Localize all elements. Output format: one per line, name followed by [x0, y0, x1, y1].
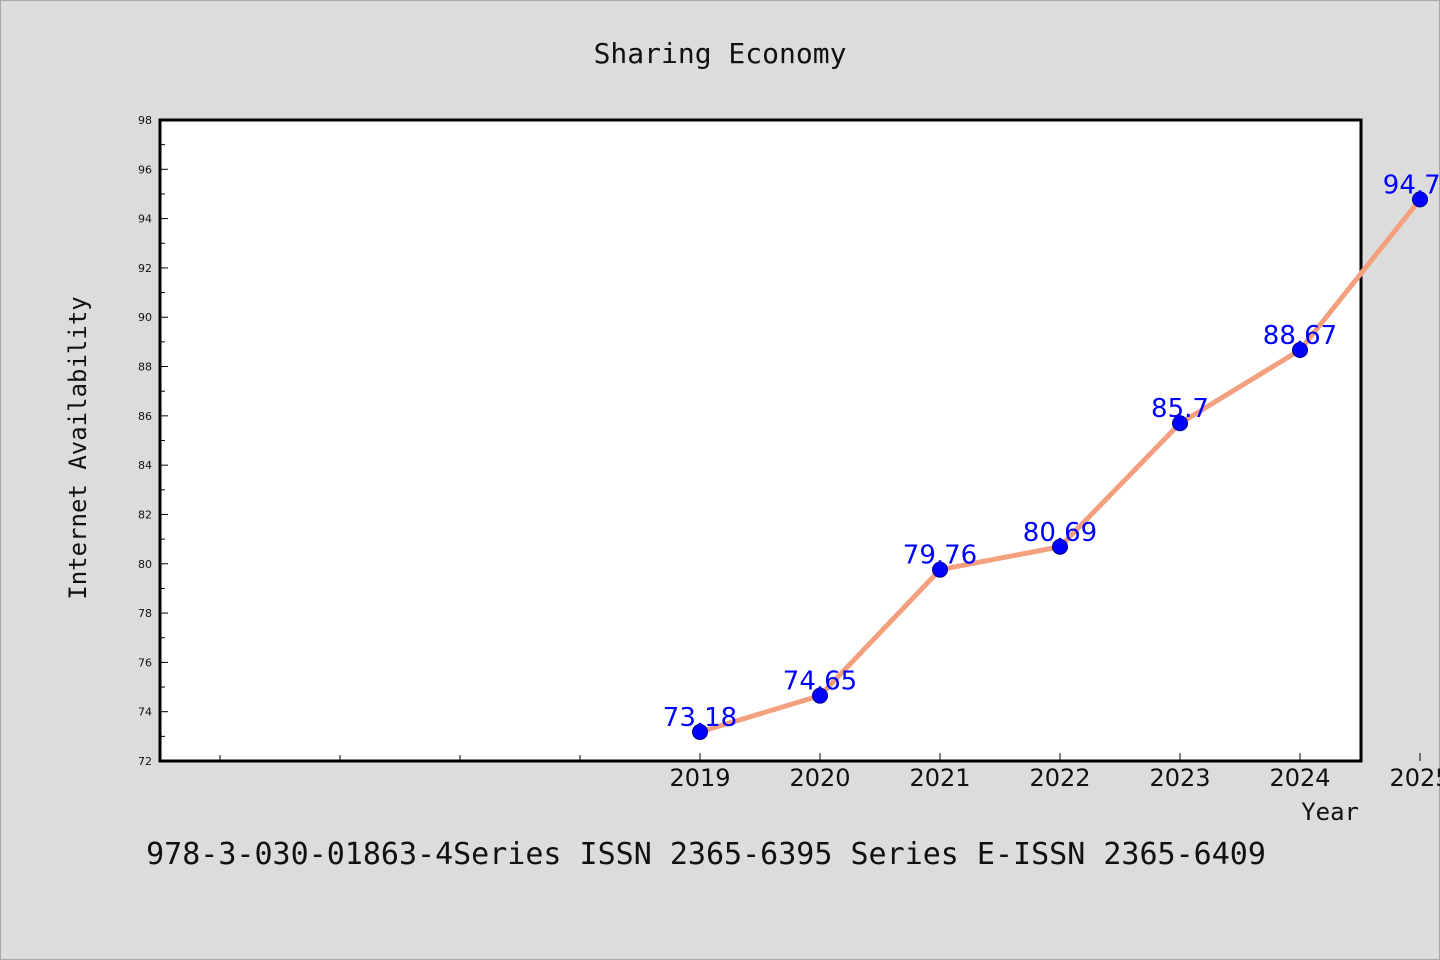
x-tick-label: 2022	[1029, 764, 1090, 792]
y-axis-label: Internet Availability	[64, 296, 92, 599]
data-point	[812, 687, 828, 704]
data-label: 80.69	[1023, 518, 1097, 548]
data-label: 88.67	[1263, 321, 1337, 351]
data-label: 73.18	[663, 703, 737, 733]
series-group: 73.18 74.65 79.76 80.69 85.7 88.67 94.78	[663, 170, 1440, 740]
y-tick-label: 88	[138, 361, 152, 374]
y-tick-label: 98	[138, 114, 152, 127]
y-tick-label: 80	[138, 558, 152, 571]
data-point	[1292, 342, 1308, 359]
chart-title: Sharing Economy	[594, 37, 847, 70]
y-tick-label: 84	[138, 459, 152, 472]
data-point	[932, 561, 948, 578]
x-axis: 2019 2020 2021 2022 2023 2024 2025	[219, 753, 1440, 792]
x-axis-label: Year	[1301, 798, 1359, 826]
y-tick-label: 78	[138, 607, 152, 620]
x-tick-label: 2019	[669, 764, 730, 792]
data-point	[692, 723, 708, 740]
y-tick-label: 76	[138, 656, 152, 669]
y-tick-label: 90	[138, 311, 152, 324]
footer-text: 978-3-030-01863-4Series ISSN 2365-6395 S…	[146, 837, 1266, 872]
x-tick-label: 2023	[1149, 764, 1210, 792]
plot-area	[158, 118, 1363, 763]
y-tick-label: 86	[138, 410, 152, 423]
x-tick-label: 2025	[1389, 764, 1440, 792]
data-label: 74.65	[783, 667, 857, 697]
x-tick-label: 2024	[1269, 764, 1330, 792]
y-axis: 72 74 76 78 80 82 84 86 88 90 92 94 96 98	[138, 114, 168, 768]
y-tick-label: 92	[138, 262, 152, 275]
data-point	[1172, 415, 1188, 432]
y-tick-label: 74	[138, 706, 152, 719]
x-tick-label: 2021	[909, 764, 970, 792]
y-tick-label: 72	[138, 755, 152, 768]
y-tick-label: 82	[138, 508, 152, 521]
x-tick-label: 2020	[789, 764, 850, 792]
data-label: 94.78	[1383, 170, 1440, 200]
data-label: 79.76	[903, 541, 977, 571]
data-point	[1412, 191, 1428, 208]
data-point	[1052, 538, 1068, 555]
y-tick-label: 94	[138, 213, 152, 226]
data-label: 85.7	[1151, 394, 1209, 424]
y-tick-label: 96	[138, 163, 152, 176]
